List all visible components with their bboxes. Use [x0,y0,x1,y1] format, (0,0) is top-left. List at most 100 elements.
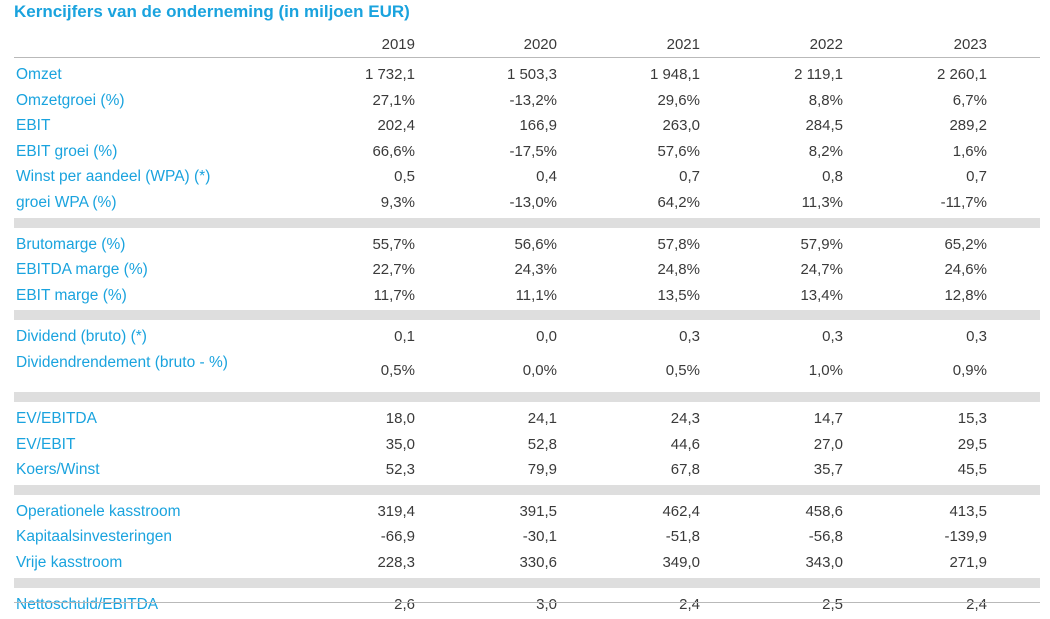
value-cell: 284,5 [703,117,843,134]
table-row: EBIT groei (%)66,6%-17,5%57,6%8,2%1,6% [14,139,1040,165]
value-cell: 8,2% [703,143,843,160]
value-cell: 349,0 [560,554,700,571]
value-cell: 27,1% [275,92,415,109]
value-cell: 44,6 [560,436,700,453]
value-cell: 12,8% [847,287,987,304]
table-row: Omzetgroei (%)27,1%-13,2%29,6%8,8%6,7% [14,88,1040,114]
table-row: Kapitaalsinvesteringen-66,9-30,1-51,8-56… [14,524,1040,550]
value-cell: 64,2% [560,194,700,211]
year-header: 2019 [275,36,415,53]
value-cell: 65,2% [847,236,987,253]
value-cell: -13,0% [417,194,557,211]
table-row: Brutomarge (%)55,7%56,6%57,8%57,9%65,2% [14,232,1040,258]
value-cell: 0,9% [847,362,987,379]
value-cell: 9,3% [275,194,415,211]
row-label: Winst per aandeel (WPA) (*) [16,168,266,186]
value-cell: 45,5 [847,461,987,478]
value-cell: 0,0% [417,362,557,379]
row-label: EV/EBITDA [16,410,266,428]
value-cell: 0,7 [560,168,700,185]
table-row: Dividendrendement (bruto - %)0,5%0,0%0,5… [14,350,1040,390]
value-cell: 29,6% [560,92,700,109]
value-cell: 0,3 [847,328,987,345]
value-cell: 1 503,3 [417,66,557,83]
table-bottom-rule [14,602,1040,603]
value-cell: 1 732,1 [275,66,415,83]
value-cell: 271,9 [847,554,987,571]
value-cell: 29,5 [847,436,987,453]
value-cell: 66,6% [275,143,415,160]
row-label: EBIT marge (%) [16,287,266,305]
value-cell: 289,2 [847,117,987,134]
section-divider [14,392,1040,402]
value-cell: 1,0% [703,362,843,379]
row-label: Kapitaalsinvesteringen [16,528,266,546]
value-cell: 24,3% [417,261,557,278]
value-cell: 24,7% [703,261,843,278]
value-cell: 57,9% [703,236,843,253]
value-cell: 24,3 [560,410,700,427]
value-cell: 319,4 [275,503,415,520]
year-header: 2023 [847,36,987,53]
value-cell: 35,0 [275,436,415,453]
value-cell: 0,0 [417,328,557,345]
row-label: Operationele kasstroom [16,503,266,521]
value-cell: 228,3 [275,554,415,571]
value-cell: 263,0 [560,117,700,134]
value-cell: 13,5% [560,287,700,304]
value-cell: 13,4% [703,287,843,304]
row-label: Koers/Winst [16,461,266,479]
value-cell: -139,9 [847,528,987,545]
value-cell: 0,5% [275,362,415,379]
table-row: EBITDA marge (%)22,7%24,3%24,8%24,7%24,6… [14,257,1040,283]
value-cell: 27,0 [703,436,843,453]
row-label: Dividend (bruto) (*) [16,328,266,346]
value-cell: 67,8 [560,461,700,478]
value-cell: 2 119,1 [703,66,843,83]
section-divider [14,310,1040,320]
value-cell: 15,3 [847,410,987,427]
value-cell: 462,4 [560,503,700,520]
value-cell: 0,8 [703,168,843,185]
value-cell: 166,9 [417,117,557,134]
section-divider [14,485,1040,495]
row-label: EV/EBIT [16,436,266,454]
value-cell: 52,8 [417,436,557,453]
value-cell: 57,8% [560,236,700,253]
row-label: Omzetgroei (%) [16,92,266,110]
row-label: Brutomarge (%) [16,236,266,254]
year-header: 2021 [560,36,700,53]
year-header: 2020 [417,36,557,53]
row-label: EBITDA marge (%) [16,261,266,279]
value-cell: -13,2% [417,92,557,109]
year-header: 2022 [703,36,843,53]
value-cell: 0,3 [560,328,700,345]
row-label: EBIT groei (%) [16,143,266,161]
value-cell: 24,8% [560,261,700,278]
value-cell: 391,5 [417,503,557,520]
value-cell: 413,5 [847,503,987,520]
value-cell: 202,4 [275,117,415,134]
row-label: EBIT [16,117,266,135]
year-header-row: 2019 2020 2021 2022 2023 [14,32,1040,58]
value-cell: 458,6 [703,503,843,520]
row-label: Omzet [16,66,266,84]
value-cell: 11,7% [275,287,415,304]
table-section: Brutomarge (%)55,7%56,6%57,8%57,9%65,2% E… [14,228,1040,311]
value-cell: 22,7% [275,261,415,278]
value-cell: 1 948,1 [560,66,700,83]
value-cell: 6,7% [847,92,987,109]
section-divider [14,578,1040,588]
value-cell: 0,4 [417,168,557,185]
